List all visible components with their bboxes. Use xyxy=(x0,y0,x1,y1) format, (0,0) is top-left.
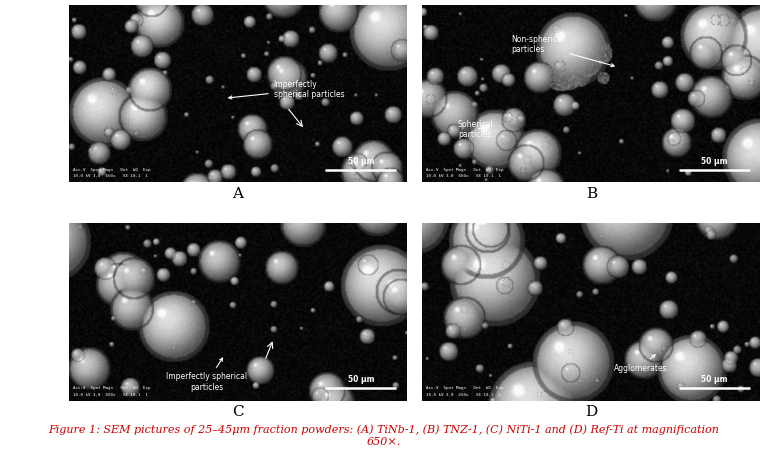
Text: Acc.V  Spot Magn   Det  WD  Exp: Acc.V Spot Magn Det WD Exp xyxy=(73,386,151,390)
Text: D: D xyxy=(585,405,598,419)
Text: 50 μm: 50 μm xyxy=(348,157,374,166)
Text: B: B xyxy=(586,187,597,201)
Text: Acc.V  Spot Magn   Det  WD  Exp: Acc.V Spot Magn Det WD Exp xyxy=(426,386,504,390)
Text: A: A xyxy=(233,187,243,201)
Text: Spherical
particles: Spherical particles xyxy=(458,120,494,139)
Text: 10.0 kV 3.0  650x   SE 10.1  1: 10.0 kV 3.0 650x SE 10.1 1 xyxy=(426,393,501,397)
Text: 10.0 kV 3.0  650x   SE 10.1  1: 10.0 kV 3.0 650x SE 10.1 1 xyxy=(426,174,501,179)
Text: Acc.V  Spot Magn   Det  WD  Exp: Acc.V Spot Magn Det WD Exp xyxy=(73,168,151,172)
Text: 50 μm: 50 μm xyxy=(348,375,374,384)
Text: Agglomerates: Agglomerates xyxy=(614,355,667,372)
Text: 50 μm: 50 μm xyxy=(701,375,727,384)
Text: 10.0 kV 3.0  650x   SE 10.1  1: 10.0 kV 3.0 650x SE 10.1 1 xyxy=(73,393,147,397)
Text: C: C xyxy=(232,405,244,419)
Text: Non-spherical
particles: Non-spherical particles xyxy=(511,35,614,67)
Text: Figure 1: SEM pictures of 25–45μm fraction powders: (A) TiNb-1, (B) TNZ-1, (C) N: Figure 1: SEM pictures of 25–45μm fracti… xyxy=(48,424,720,446)
Text: Acc.V  Spot Magn   Det  WD  Exp: Acc.V Spot Magn Det WD Exp xyxy=(426,168,504,172)
Text: 10.0 kV 3.0  650x   SE 10.1  1: 10.0 kV 3.0 650x SE 10.1 1 xyxy=(73,174,147,179)
Text: 50 μm: 50 μm xyxy=(701,157,727,166)
Text: Imperfectly spherical
particles: Imperfectly spherical particles xyxy=(167,358,247,392)
Text: Imperfectly
spherical particles: Imperfectly spherical particles xyxy=(229,80,344,99)
